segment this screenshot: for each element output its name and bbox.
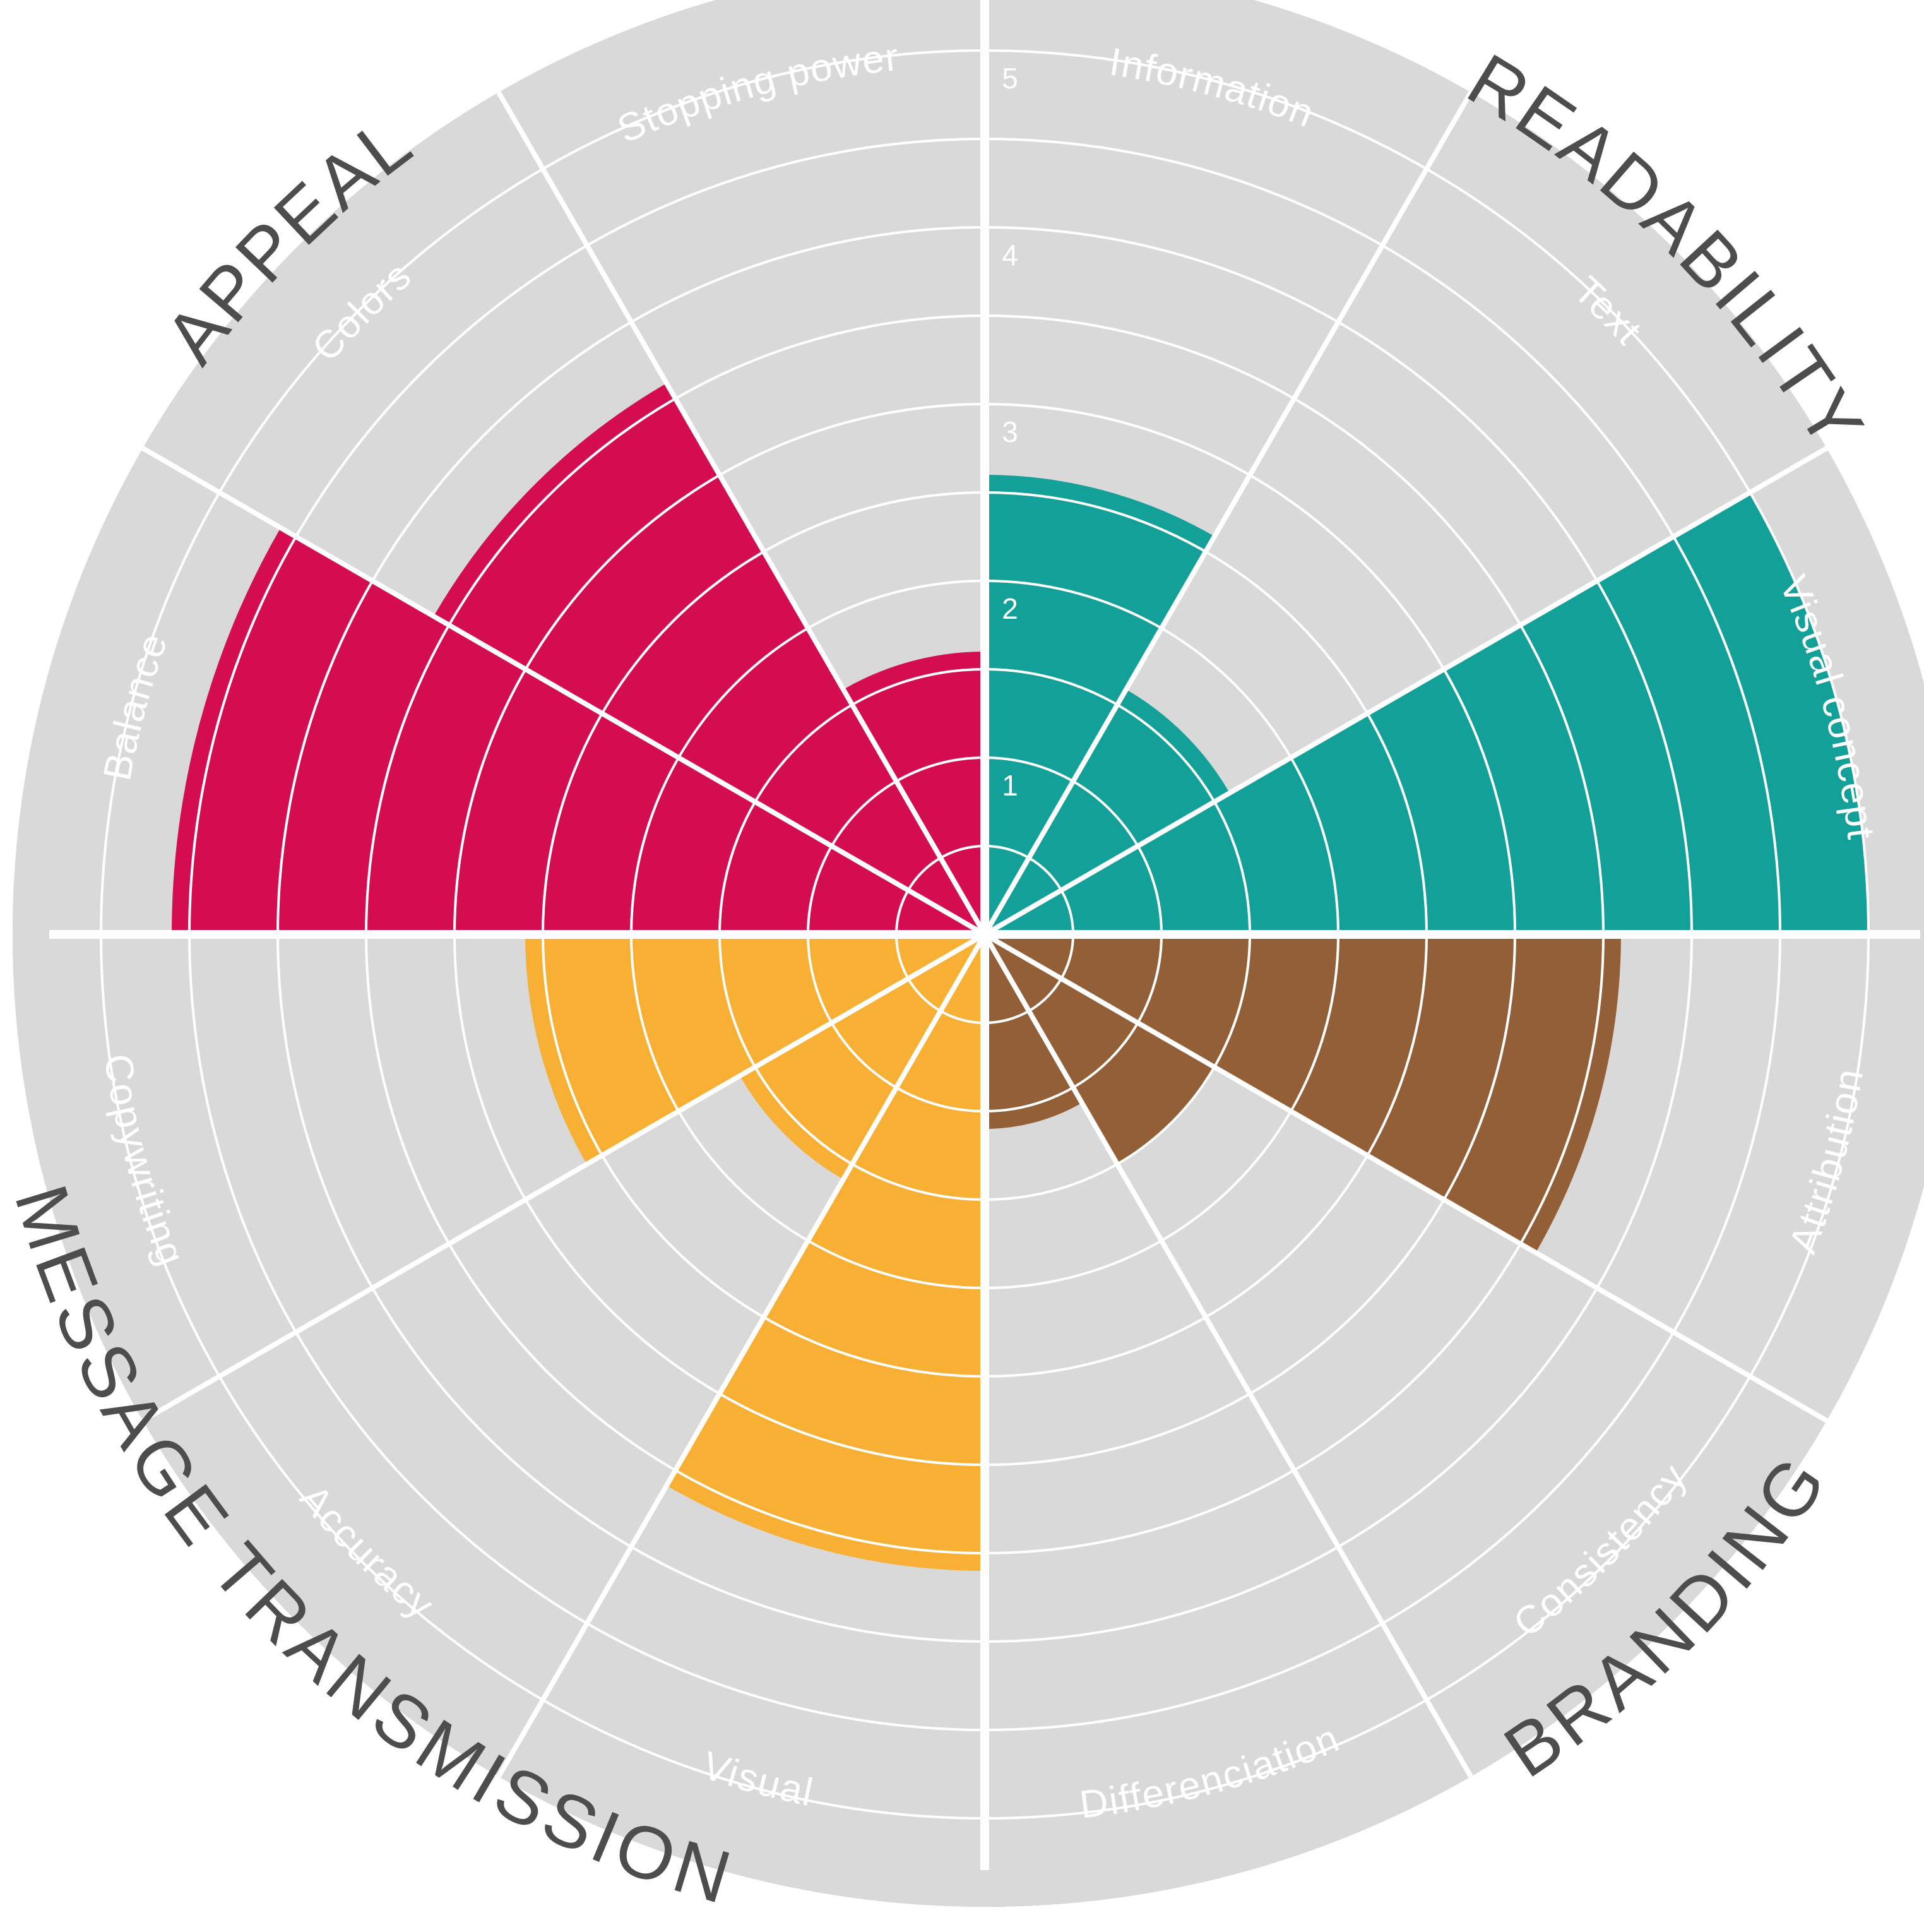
tick-label: 4	[1002, 239, 1018, 271]
grid	[49, 0, 1920, 1870]
bar-3-1	[434, 383, 985, 934]
grid-spoke	[983, 932, 1828, 1423]
grid-spoke	[982, 91, 1473, 936]
tick-label: 2	[1002, 592, 1018, 625]
tick-label: 3	[1002, 415, 1018, 448]
grid-spoke	[982, 933, 1473, 1778]
bar-0-2	[985, 492, 1868, 934]
bar-1-1	[985, 934, 1214, 1164]
grid-spoke	[496, 91, 987, 936]
grid-spoke	[141, 932, 986, 1423]
bar-0-1	[985, 689, 1230, 934]
radial-tick-labels: 1 2 3 4 5	[1002, 62, 1018, 802]
bar-0-0	[985, 475, 1214, 934]
bar-2-1	[740, 934, 985, 1179]
grid-spoke	[141, 446, 986, 937]
grid-spoke	[983, 446, 1828, 937]
tick-label: 1	[1002, 769, 1018, 802]
bar-2-2	[525, 934, 985, 1164]
bar-3-2	[843, 652, 985, 934]
grid-spoke	[496, 933, 987, 1778]
bar-1-2	[985, 934, 1082, 1129]
tick-label: 5	[1002, 62, 1018, 95]
